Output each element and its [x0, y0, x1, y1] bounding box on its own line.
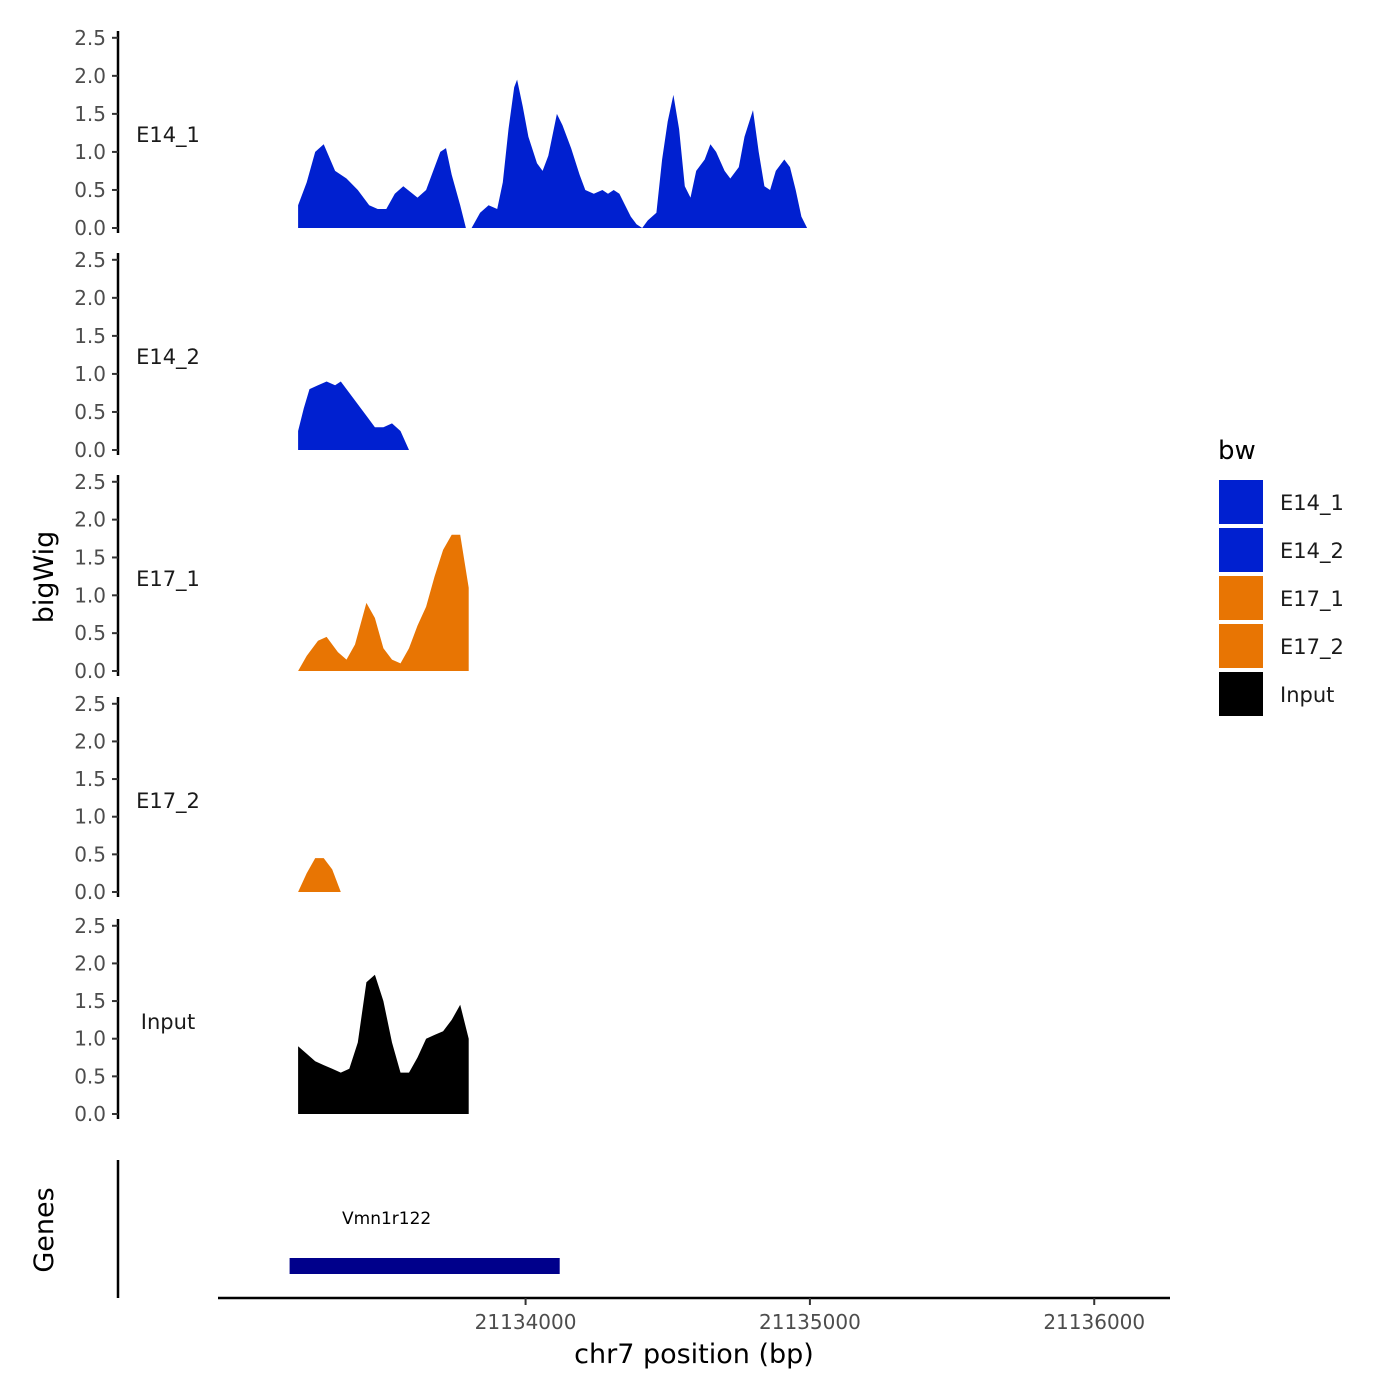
legend-swatch [1219, 528, 1263, 572]
x-tick-label: 21134000 [475, 1310, 577, 1334]
gene-label: Vmn1r122 [342, 1209, 431, 1229]
track-e17-2: 0.0 0.5 1.0 1.5 2.0 2.5 E17_2 [74, 692, 341, 904]
legend-label: E17_1 [1280, 587, 1344, 612]
track-input: 0.0 0.5 1.0 1.5 2.0 2.5 Input [74, 914, 469, 1126]
y-tick-label: 0.0 [74, 659, 106, 683]
legend-swatch [1219, 576, 1263, 620]
y-tick-label: 2.0 [74, 729, 106, 753]
coverage-area [298, 858, 341, 892]
genes-axis-title: Genes [29, 1187, 60, 1272]
y-tick-label: 1.0 [74, 140, 106, 164]
y-tick-label: 1.0 [74, 362, 106, 386]
track-label: Input [141, 1010, 195, 1034]
y-axis-title: bigWig [29, 531, 60, 624]
y-tick-label: 1.0 [74, 583, 106, 607]
y-tick-label: 2.5 [74, 26, 106, 50]
y-tick-label: 1.0 [74, 805, 106, 829]
y-tick-label: 2.0 [74, 508, 106, 532]
y-tick-label: 0.5 [74, 842, 106, 866]
y-tick-label: 0.0 [74, 1102, 106, 1126]
y-tick-label: 1.0 [74, 1027, 106, 1051]
track-e17-1: 0.0 0.5 1.0 1.5 2.0 2.5 E17_1 [74, 470, 469, 683]
y-tick-label: 0.0 [74, 438, 106, 462]
genes-panel: Vmn1r122 [116, 1160, 560, 1298]
coverage-area [471, 79, 808, 228]
track-label: E14_2 [136, 345, 200, 370]
y-tick-label: 1.5 [74, 767, 106, 791]
bigwig-tracks: 0.0 0.5 1.0 1.5 2.0 2.5 E14_1 0.0 0.5 1.0 1.5 2.0 2.… [74, 26, 808, 1126]
track-e14-2: 0.0 0.5 1.0 1.5 2.0 2.5 E14_2 [74, 248, 409, 462]
legend-label: E17_2 [1280, 635, 1344, 660]
y-tick-label: 2.5 [74, 248, 106, 272]
coverage-area [298, 534, 469, 671]
y-tick-label: 0.0 [74, 216, 106, 240]
track-label: E17_2 [136, 789, 200, 814]
legend-swatch [1219, 672, 1263, 716]
legend-label: E14_2 [1280, 539, 1344, 564]
coverage-area [298, 974, 469, 1114]
y-tick-label: 2.5 [74, 692, 106, 716]
y-tick-label: 1.5 [74, 989, 106, 1013]
legend-swatch [1219, 624, 1263, 668]
track-label: E14_1 [136, 123, 200, 148]
x-tick-label: 21135000 [759, 1310, 861, 1334]
coverage-area [298, 144, 466, 228]
y-tick-label: 0.5 [74, 178, 106, 202]
y-tick-label: 0.0 [74, 880, 106, 904]
legend-label: Input [1280, 683, 1334, 707]
y-tick-label: 1.5 [74, 545, 106, 569]
x-axis: 21134000 21135000 21136000 [218, 1296, 1170, 1334]
y-tick-label: 2.0 [74, 951, 106, 975]
y-tick-label: 0.5 [74, 1064, 106, 1088]
track-label: E17_1 [136, 567, 200, 592]
legend-title: bw [1218, 436, 1256, 466]
coverage-area [298, 381, 409, 450]
y-tick-label: 2.0 [74, 286, 106, 310]
gene-body [289, 1258, 560, 1274]
x-axis-title: chr7 position (bp) [574, 1339, 814, 1370]
y-tick-label: 2.0 [74, 64, 106, 88]
legend: bw E14_1 E14_2 E17_1 E17_2 Input [1218, 436, 1344, 716]
y-tick-label: 2.5 [74, 470, 106, 494]
y-tick-label: 2.5 [74, 914, 106, 938]
y-tick-label: 0.5 [74, 621, 106, 645]
x-tick-label: 21136000 [1043, 1310, 1145, 1334]
legend-label: E14_1 [1280, 491, 1344, 516]
track-e14-1: 0.0 0.5 1.0 1.5 2.0 2.5 E14_1 [74, 26, 808, 240]
y-tick-label: 1.5 [74, 324, 106, 348]
y-tick-label: 1.5 [74, 102, 106, 126]
y-tick-label: 0.5 [74, 400, 106, 424]
legend-swatch [1219, 480, 1263, 524]
